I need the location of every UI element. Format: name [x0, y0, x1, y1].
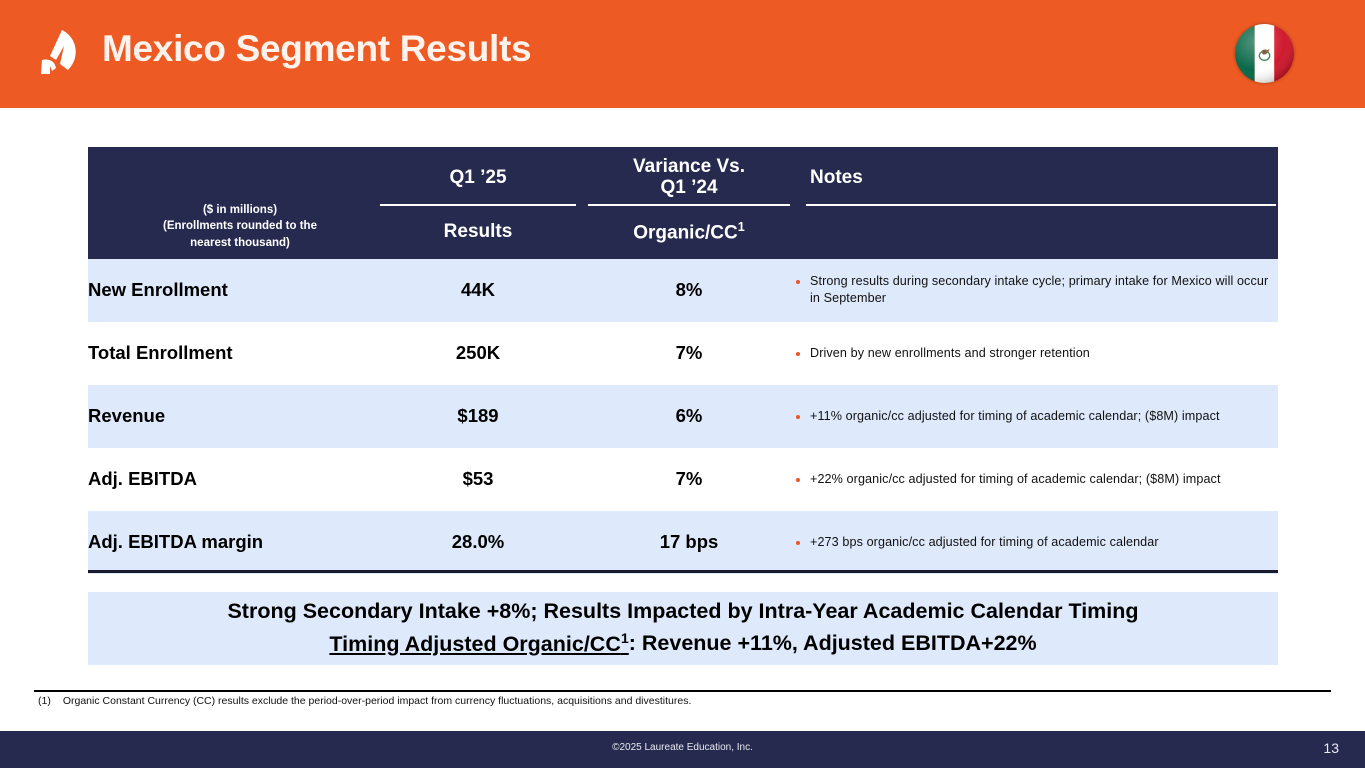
table-row: Total Enrollment 250K 7% Driven by new e…: [88, 321, 1278, 385]
row-label: Adj. EBITDA: [88, 447, 374, 511]
callout-rest-text: Revenue +11%, Adjusted EBITDA+22%: [635, 631, 1037, 656]
page-number: 13: [1323, 740, 1339, 756]
table-header-notes: Notes: [796, 147, 1278, 259]
notes-label: Notes: [810, 166, 863, 188]
slide-footer-bar: [0, 731, 1365, 768]
variance-sub-footnote-marker: 1: [737, 220, 745, 235]
footnote-text: Organic Constant Currency (CC) results e…: [62, 695, 692, 707]
row-note-text: +273 bps organic/cc adjusted for timing …: [810, 534, 1159, 549]
footnote: (1) Organic Constant Currency (CC) resul…: [38, 695, 1328, 707]
callout-line-1: Strong Secondary Intake +8%; Results Imp…: [227, 599, 1139, 624]
row-notes-cell: Driven by new enrollments and stronger r…: [796, 321, 1278, 385]
segment-results-table: ($ in millions) (Enrollments rounded to …: [88, 147, 1278, 574]
row-results-value: 44K: [374, 258, 582, 322]
table-header: ($ in millions) (Enrollments rounded to …: [88, 147, 1278, 259]
table-header-results: Q1 ’25 Results: [374, 147, 582, 259]
row-organic-cc-value: 7%: [582, 321, 796, 385]
variance-group-label-line2: Q1 ’24: [660, 177, 718, 199]
variance-group-label-line1: Variance Vs.: [633, 156, 745, 178]
units-note-line-3: nearest thousand): [190, 236, 290, 249]
results-group-label: Q1 ’25: [449, 166, 507, 188]
row-organic-cc-value: 17 bps: [582, 510, 796, 574]
units-note-line-2: (Enrollments rounded to the: [163, 220, 317, 233]
row-results-value: $53: [374, 447, 582, 511]
results-sub-label: Results: [443, 221, 513, 243]
callout-colon: :: [628, 631, 636, 656]
row-organic-cc-value: 6%: [582, 384, 796, 448]
laureate-leaf-logo-icon: [28, 24, 92, 88]
row-label: Total Enrollment: [88, 321, 374, 385]
mexico-flag-icon: [1235, 24, 1294, 83]
row-note-text: Driven by new enrollments and stronger r…: [810, 345, 1090, 360]
row-note-text: +11% organic/cc adjusted for timing of a…: [810, 408, 1220, 423]
callout-underlined-text: Timing Adjusted Organic/CC: [329, 631, 621, 656]
summary-callout: Strong Secondary Intake +8%; Results Imp…: [88, 592, 1278, 665]
copyright-text: ©2025 Laureate Education, Inc.: [612, 742, 753, 753]
bullet-dot-icon: [796, 351, 800, 356]
footnote-divider: [34, 690, 1331, 692]
row-label: Adj. EBITDA margin: [88, 510, 374, 574]
callout-footnote-marker: 1: [620, 630, 629, 647]
table-header-variance: Variance Vs. Q1 ’24 Organic/CC1: [582, 147, 796, 259]
row-results-value: 28.0%: [374, 510, 582, 574]
bullet-dot-icon: [796, 477, 800, 482]
table-body: New Enrollment 44K 8% Strong results dur…: [88, 258, 1278, 574]
row-notes-cell: Strong results during secondary intake c…: [796, 258, 1278, 322]
row-note-text: Strong results during secondary intake c…: [810, 274, 1269, 306]
footnote-number: (1): [38, 695, 51, 707]
table-bottom-divider: [88, 570, 1278, 573]
page-title: Mexico Segment Results: [102, 28, 532, 69]
table-header-units: ($ in millions) (Enrollments rounded to …: [88, 147, 374, 259]
row-organic-cc-value: 8%: [582, 258, 796, 322]
bullet-dot-icon: [796, 280, 800, 285]
row-notes-cell: +11% organic/cc adjusted for timing of a…: [796, 384, 1278, 448]
row-notes-cell: +273 bps organic/cc adjusted for timing …: [796, 510, 1278, 574]
table-row: New Enrollment 44K 8% Strong results dur…: [88, 258, 1278, 322]
row-organic-cc-value: 7%: [582, 447, 796, 511]
bullet-dot-icon: [796, 540, 800, 545]
units-note-line-1: ($ in millions): [202, 204, 278, 216]
table-row: Adj. EBITDA margin 28.0% 17 bps +273 bps…: [88, 510, 1278, 574]
row-label: New Enrollment: [88, 258, 374, 322]
variance-sub-label: Organic/CC: [633, 222, 738, 244]
row-label: Revenue: [88, 384, 374, 448]
row-note-text: +22% organic/cc adjusted for timing of a…: [810, 471, 1221, 486]
row-results-value: 250K: [374, 321, 582, 385]
row-notes-cell: +22% organic/cc adjusted for timing of a…: [796, 447, 1278, 511]
table-row: Revenue $189 6% +11% organic/cc adjusted…: [88, 384, 1278, 448]
slide-header-bar: Mexico Segment Results: [0, 0, 1365, 108]
bullet-dot-icon: [796, 414, 800, 419]
callout-line-2: Timing Adjusted Organic/CC1: Revenue +11…: [329, 629, 1036, 658]
table-row: Adj. EBITDA $53 7% +22% organic/cc adjus…: [88, 447, 1278, 511]
row-results-value: $189: [374, 384, 582, 448]
